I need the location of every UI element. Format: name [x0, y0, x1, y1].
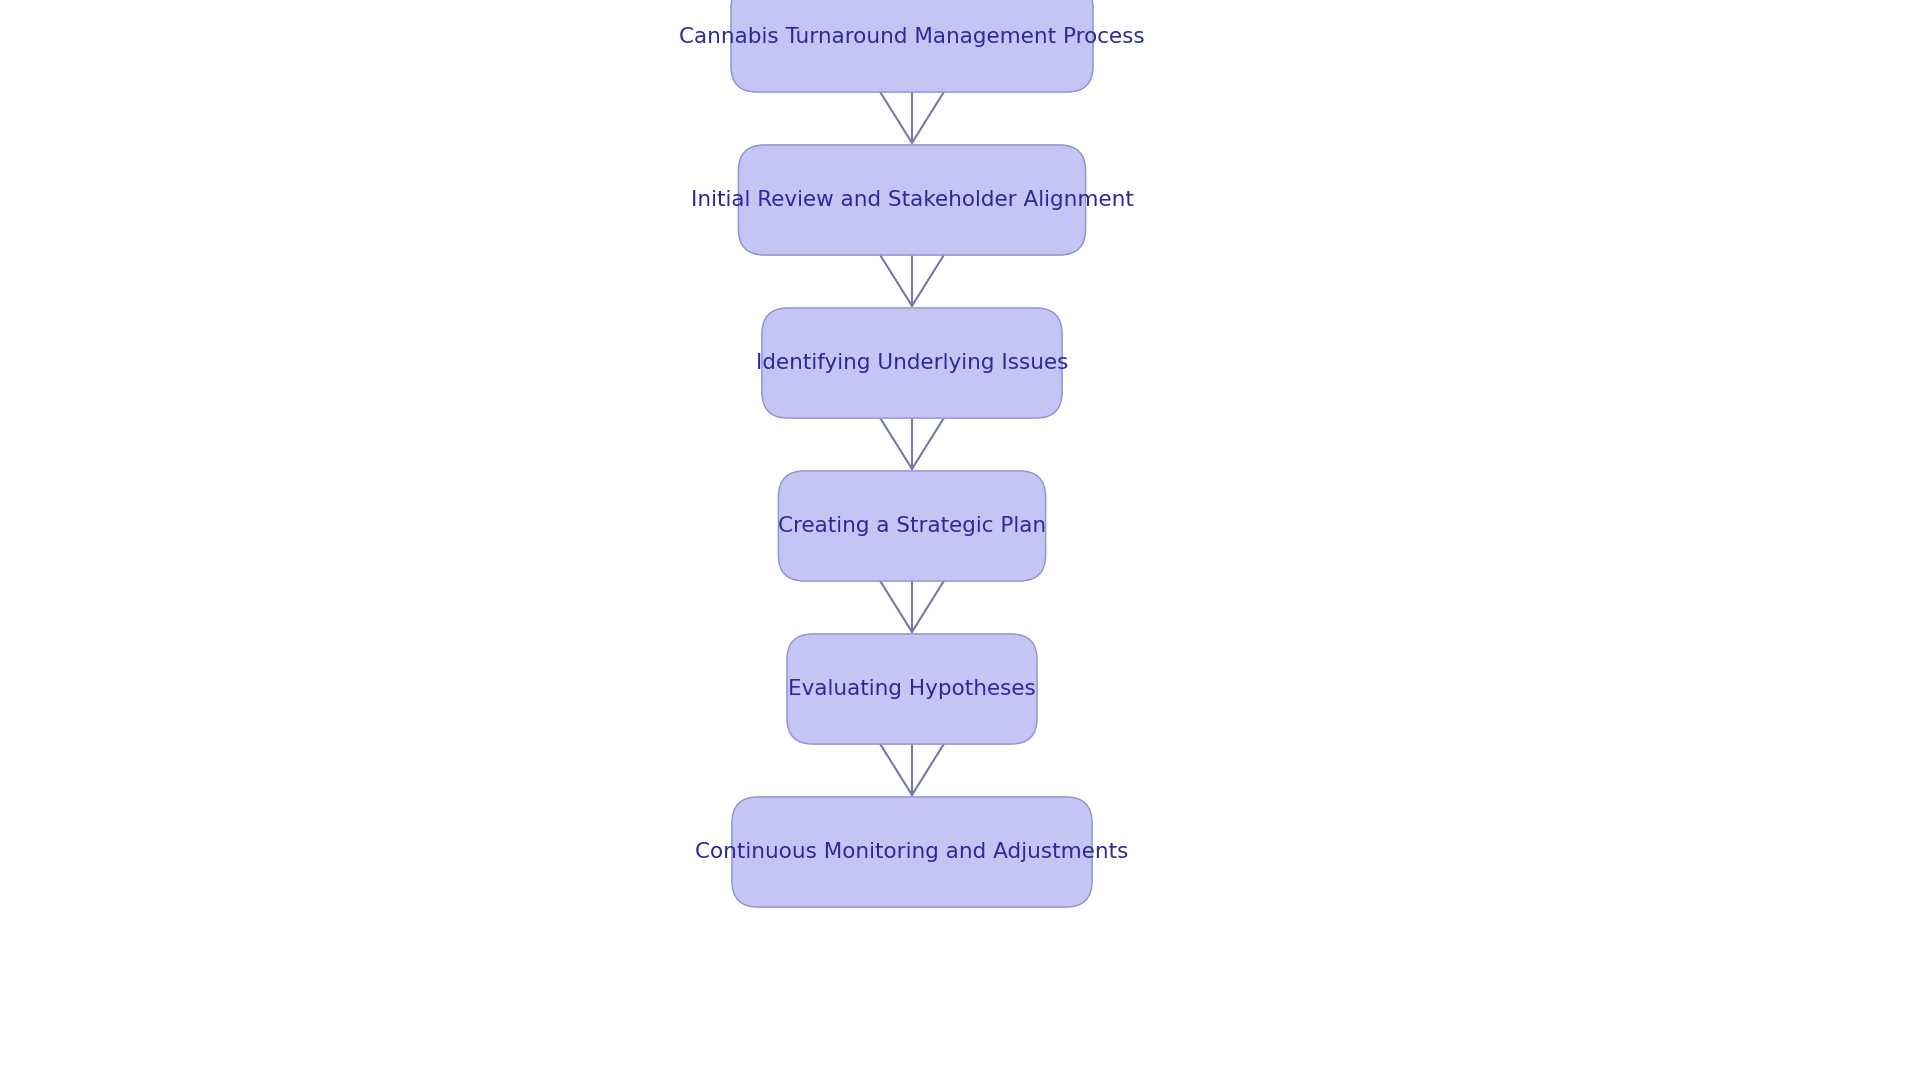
Text: Initial Review and Stakeholder Alignment: Initial Review and Stakeholder Alignment [691, 190, 1133, 210]
FancyBboxPatch shape [732, 797, 1092, 908]
Text: Identifying Underlying Issues: Identifying Underlying Issues [756, 353, 1068, 373]
Text: Cannabis Turnaround Management Process: Cannabis Turnaround Management Process [680, 27, 1144, 47]
Text: Continuous Monitoring and Adjustments: Continuous Monitoring and Adjustments [695, 841, 1129, 862]
Text: Evaluating Hypotheses: Evaluating Hypotheses [787, 679, 1037, 699]
FancyBboxPatch shape [778, 471, 1046, 582]
FancyBboxPatch shape [732, 0, 1092, 92]
FancyBboxPatch shape [787, 634, 1037, 744]
Text: Creating a Strategic Plan: Creating a Strategic Plan [778, 516, 1046, 536]
FancyBboxPatch shape [739, 145, 1085, 256]
FancyBboxPatch shape [762, 308, 1062, 418]
